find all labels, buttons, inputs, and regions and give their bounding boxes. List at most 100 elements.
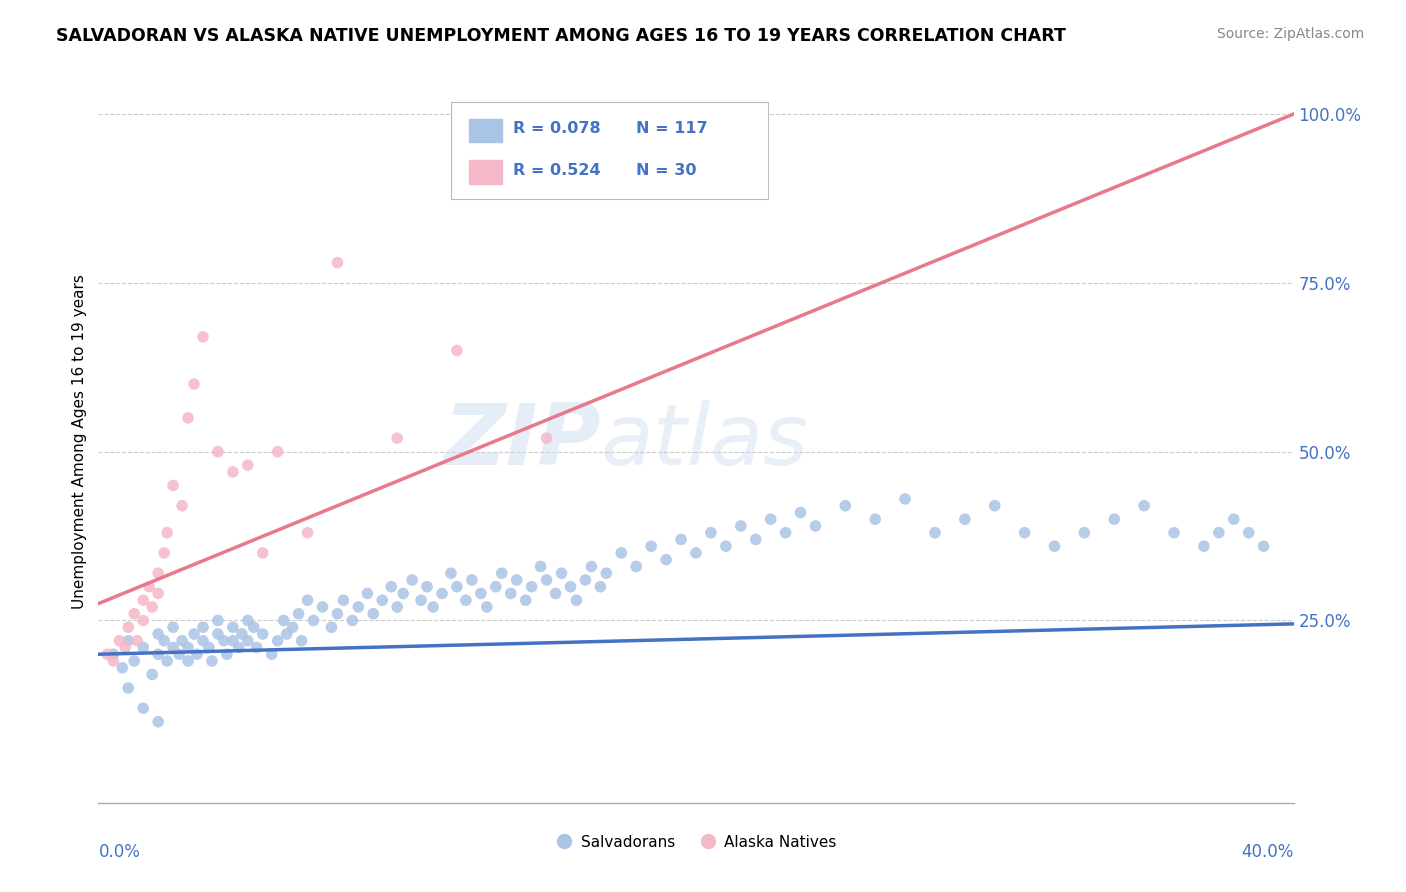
- Point: [191, 620, 214, 634]
- FancyBboxPatch shape: [470, 119, 502, 142]
- Point: [356, 586, 378, 600]
- Text: 40.0%: 40.0%: [1241, 843, 1294, 861]
- Point: [172, 633, 194, 648]
- Point: [148, 566, 170, 581]
- Point: [536, 431, 558, 445]
- Point: [148, 627, 170, 641]
- Point: [172, 499, 194, 513]
- Point: [491, 566, 513, 581]
- Point: [1104, 512, 1126, 526]
- Point: [198, 640, 221, 655]
- Point: [212, 633, 235, 648]
- Point: [640, 539, 662, 553]
- Text: Source: ZipAtlas.com: Source: ZipAtlas.com: [1216, 27, 1364, 41]
- Point: [141, 667, 163, 681]
- Point: [953, 512, 976, 526]
- FancyBboxPatch shape: [451, 102, 768, 200]
- Point: [156, 525, 179, 540]
- Point: [236, 458, 259, 472]
- Point: [347, 599, 370, 614]
- Point: [411, 593, 433, 607]
- Point: [544, 586, 567, 600]
- Point: [302, 614, 325, 628]
- Point: [132, 701, 155, 715]
- Point: [626, 559, 648, 574]
- Point: [281, 620, 304, 634]
- Point: [215, 647, 238, 661]
- Point: [201, 654, 224, 668]
- Point: [96, 647, 118, 661]
- Point: [276, 627, 298, 641]
- Text: R = 0.078: R = 0.078: [513, 121, 600, 136]
- Point: [1253, 539, 1275, 553]
- Point: [124, 654, 146, 668]
- Point: [177, 640, 200, 655]
- Point: [401, 573, 423, 587]
- Point: [132, 640, 155, 655]
- Point: [236, 633, 259, 648]
- Point: [1043, 539, 1066, 553]
- Point: [177, 654, 200, 668]
- Point: [380, 580, 402, 594]
- Point: [685, 546, 707, 560]
- Point: [222, 620, 245, 634]
- Point: [714, 539, 737, 553]
- Point: [669, 533, 692, 547]
- Point: [222, 465, 245, 479]
- Text: ZIP: ZIP: [443, 400, 600, 483]
- Point: [332, 593, 354, 607]
- Point: [162, 478, 184, 492]
- Point: [156, 654, 179, 668]
- Point: [454, 593, 477, 607]
- Point: [132, 593, 155, 607]
- Point: [246, 640, 269, 655]
- Point: [475, 599, 498, 614]
- Point: [1237, 525, 1260, 540]
- Text: 0.0%: 0.0%: [98, 843, 141, 861]
- Point: [894, 491, 917, 506]
- Point: [581, 559, 603, 574]
- Point: [574, 573, 596, 587]
- Point: [655, 552, 678, 566]
- Point: [252, 546, 274, 560]
- Point: [111, 661, 134, 675]
- Point: [1223, 512, 1246, 526]
- Point: [485, 580, 508, 594]
- Point: [371, 593, 394, 607]
- Point: [1208, 525, 1230, 540]
- Point: [342, 614, 364, 628]
- Point: [515, 593, 537, 607]
- Point: [804, 519, 827, 533]
- Point: [530, 559, 553, 574]
- Point: [789, 505, 811, 519]
- Point: [834, 499, 856, 513]
- Point: [589, 580, 612, 594]
- Point: [124, 607, 146, 621]
- FancyBboxPatch shape: [470, 161, 502, 184]
- Point: [1073, 525, 1095, 540]
- Point: [207, 614, 229, 628]
- Point: [228, 640, 250, 655]
- Point: [1192, 539, 1215, 553]
- Point: [560, 580, 582, 594]
- Point: [759, 512, 782, 526]
- Point: [273, 614, 295, 628]
- Point: [252, 627, 274, 641]
- Point: [117, 620, 139, 634]
- Point: [148, 586, 170, 600]
- Point: [183, 627, 205, 641]
- Point: [297, 593, 319, 607]
- Point: [162, 640, 184, 655]
- Point: [550, 566, 572, 581]
- Point: [422, 599, 444, 614]
- Point: [114, 640, 136, 655]
- Point: [177, 411, 200, 425]
- Point: [775, 525, 797, 540]
- Point: [103, 647, 125, 661]
- Point: [222, 633, 245, 648]
- Point: [595, 566, 617, 581]
- Point: [499, 586, 522, 600]
- Point: [267, 633, 290, 648]
- Point: [461, 573, 484, 587]
- Point: [924, 525, 946, 540]
